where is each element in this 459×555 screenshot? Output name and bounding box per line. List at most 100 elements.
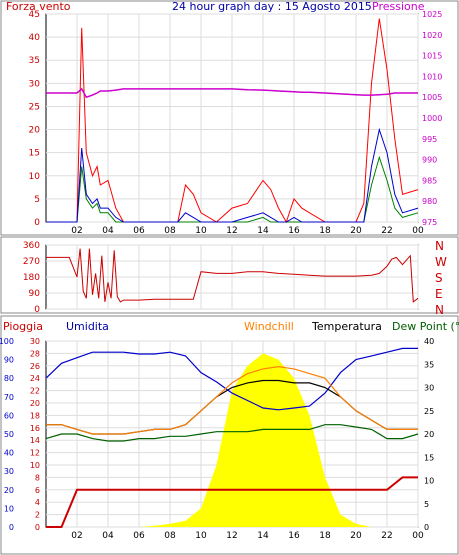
graph-title: 24 hour graph day : 15 Agosto 2015 bbox=[172, 0, 372, 13]
compass-label: N bbox=[435, 303, 444, 317]
temp-tick-label: 10 bbox=[424, 477, 434, 486]
x-tick-label: 10 bbox=[195, 531, 207, 541]
pressure-tick-label: 1005 bbox=[422, 93, 442, 102]
temp-tick-label: 25 bbox=[424, 407, 434, 416]
pressure-tick-label: 1020 bbox=[422, 31, 442, 40]
direction-panel-frame bbox=[0, 236, 459, 314]
x-tick-label: 06 bbox=[133, 531, 145, 541]
compass-label: N bbox=[435, 239, 444, 253]
wind-tick-label: 5 bbox=[34, 195, 40, 205]
humidity-tick-label: 70 bbox=[4, 393, 14, 402]
wind-tick-label: 30 bbox=[29, 79, 41, 89]
direction-tick-label: 90 bbox=[29, 289, 41, 299]
wind-tick-label: 20 bbox=[29, 126, 41, 136]
x-tick-label: 20 bbox=[350, 531, 362, 541]
x-tick-label: 04 bbox=[102, 531, 114, 541]
temp-tick-label: 40 bbox=[424, 337, 434, 346]
temp-tick-label: 5 bbox=[424, 500, 429, 509]
wind-tick-label: 15 bbox=[29, 149, 40, 159]
pressure-tick-label: 1025 bbox=[422, 10, 442, 19]
wind-series-line bbox=[46, 127, 419, 223]
temp-tick-label: 15 bbox=[424, 453, 434, 462]
humidity-tick-label: 0 bbox=[9, 523, 14, 532]
x-tick-label: 12 bbox=[226, 226, 237, 236]
wind-tick-label: 40 bbox=[29, 33, 41, 43]
x-tick-label: 14 bbox=[257, 531, 269, 541]
weather-series-line bbox=[46, 476, 418, 528]
x-tick-label: 20 bbox=[350, 226, 362, 236]
x-tick-label: 00 bbox=[412, 531, 424, 541]
humidity-tick-label: 40 bbox=[4, 449, 14, 458]
rain-tick-label: 0 bbox=[35, 523, 40, 532]
rain-tick-label: 30 bbox=[30, 337, 40, 346]
pressure-tick-label: 1015 bbox=[422, 52, 442, 61]
rain-tick-label: 24 bbox=[30, 374, 40, 383]
wind-axis-label: Forza vento bbox=[6, 0, 71, 13]
temp-tick-label: 0 bbox=[424, 523, 429, 532]
temp-tick-label: 20 bbox=[424, 430, 434, 439]
x-tick-label: 08 bbox=[164, 531, 176, 541]
x-tick-label: 22 bbox=[381, 226, 392, 236]
x-tick-label: 04 bbox=[102, 226, 114, 236]
x-tick-label: 12 bbox=[226, 531, 237, 541]
rain-tick-label: 22 bbox=[30, 387, 40, 396]
temp-tick-label: 35 bbox=[424, 360, 434, 369]
pressure-tick-label: 990 bbox=[422, 156, 437, 165]
rain-tick-label: 12 bbox=[30, 449, 40, 458]
pressure-tick-label: 975 bbox=[422, 218, 437, 227]
direction-tick-label: 180 bbox=[23, 273, 40, 283]
solar-area bbox=[46, 353, 418, 527]
rain-tick-label: 8 bbox=[35, 473, 40, 482]
x-tick-label: 16 bbox=[288, 531, 300, 541]
compass-label: E bbox=[435, 287, 443, 301]
x-tick-label: 18 bbox=[319, 226, 331, 236]
rain-tick-label: 20 bbox=[30, 399, 40, 408]
compass-label: S bbox=[435, 271, 443, 285]
humidity-tick-label: 20 bbox=[4, 486, 14, 495]
x-tick-label: 18 bbox=[319, 531, 331, 541]
rain-tick-label: 16 bbox=[30, 424, 40, 433]
direction-series-line bbox=[46, 248, 419, 303]
windchill-label: Windchill bbox=[244, 320, 294, 333]
x-tick-label: 00 bbox=[412, 226, 424, 236]
pressure-tick-label: 1010 bbox=[422, 72, 442, 81]
rain-label: Pioggia bbox=[3, 320, 43, 333]
pressure-tick-label: 1000 bbox=[422, 114, 442, 123]
wind-series-line bbox=[46, 18, 419, 224]
rain-tick-label: 6 bbox=[35, 486, 40, 495]
rain-tick-label: 2 bbox=[35, 511, 40, 520]
x-tick-label: 10 bbox=[195, 226, 207, 236]
humidity-tick-label: 50 bbox=[4, 430, 14, 439]
x-tick-label: 08 bbox=[164, 226, 176, 236]
humidity-tick-label: 10 bbox=[4, 504, 14, 513]
direction-tick-label: 0 bbox=[34, 305, 40, 315]
wind-series-line bbox=[46, 87, 418, 99]
rain-tick-label: 28 bbox=[30, 349, 40, 358]
wind-tick-label: 0 bbox=[34, 218, 40, 228]
direction-tick-label: 270 bbox=[23, 257, 40, 267]
x-tick-label: 06 bbox=[133, 226, 145, 236]
wind-tick-label: 35 bbox=[29, 56, 40, 66]
weather-series-line bbox=[45, 424, 419, 442]
rain-humidity-temp-plot: 0102030405060708090100024681012141618202… bbox=[0, 337, 434, 541]
humidity-tick-label: 60 bbox=[4, 411, 14, 420]
pressure-tick-label: 985 bbox=[422, 176, 437, 185]
pressure-tick-label: 995 bbox=[422, 135, 437, 144]
wind-tick-label: 45 bbox=[29, 10, 40, 20]
x-tick-label: 14 bbox=[257, 226, 269, 236]
compass-label: W bbox=[435, 255, 447, 269]
rain-tick-label: 18 bbox=[30, 411, 40, 420]
x-tick-label: 02 bbox=[71, 531, 82, 541]
x-tick-label: 16 bbox=[288, 226, 300, 236]
humidity-label: Umidita bbox=[66, 320, 109, 333]
weather-series-line bbox=[45, 347, 418, 411]
rain-tick-label: 26 bbox=[30, 362, 40, 371]
rain-tick-label: 14 bbox=[30, 436, 40, 445]
pressure-axis-label: Pressione bbox=[372, 0, 425, 13]
humidity-tick-label: 100 bbox=[0, 337, 14, 346]
humidity-tick-label: 90 bbox=[4, 356, 14, 365]
x-tick-label: 02 bbox=[71, 226, 82, 236]
